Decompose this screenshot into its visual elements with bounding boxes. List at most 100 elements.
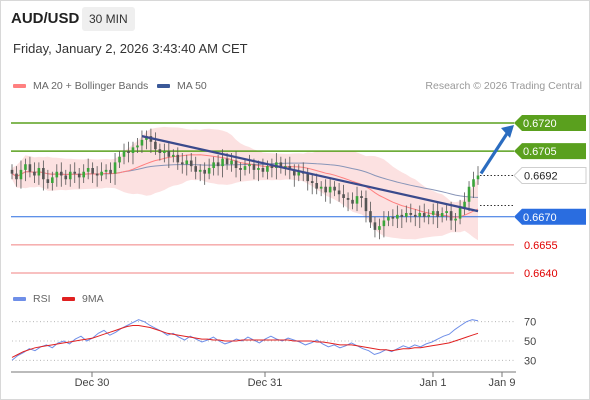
ma20-swatch	[13, 84, 26, 88]
candle-body	[33, 171, 36, 176]
candle-body	[185, 160, 189, 165]
candle-body	[342, 194, 345, 198]
candle-body	[382, 220, 386, 227]
candle-body	[122, 151, 126, 157]
legend-rsi: RSI	[13, 293, 51, 305]
candle-body	[445, 211, 448, 213]
level-badge-0.6670	[514, 208, 586, 225]
candle-body	[91, 168, 94, 174]
candle-body	[369, 211, 372, 223]
candle-body	[337, 190, 341, 195]
candle-body	[55, 171, 59, 178]
candle-body	[319, 186, 323, 189]
candle-body	[207, 168, 211, 174]
candle-body	[104, 169, 108, 172]
candle-body	[261, 168, 265, 172]
legend-ma50-label: MA 50	[177, 80, 207, 92]
candle-body	[333, 186, 336, 191]
candle-body	[136, 145, 139, 148]
candle-body	[51, 177, 54, 183]
candle-body	[297, 171, 301, 176]
candle-body	[68, 171, 72, 180]
timeframe-badge[interactable]: 30 MIN	[82, 7, 135, 31]
candle-body	[351, 199, 354, 204]
level-label-0.6670: 0.6670	[523, 212, 557, 224]
research-credit: Research © 2026 Trading Central	[425, 80, 582, 92]
candle-body	[212, 162, 215, 168]
candle-body	[167, 151, 171, 157]
x-tick-label: Jan 1	[420, 377, 447, 389]
rsi-tick-30: 30	[524, 355, 536, 367]
candle-body	[310, 181, 314, 183]
candle-body	[279, 162, 283, 168]
x-tick-label: Dec 30	[75, 377, 110, 389]
candle-body	[436, 211, 439, 217]
candle-body	[77, 173, 81, 178]
rsi-ma-swatch	[62, 297, 75, 301]
symbol-title: AUD/USD	[11, 10, 80, 27]
candle-body	[364, 198, 368, 212]
candle-body	[82, 171, 85, 178]
candle-body	[378, 226, 381, 230]
candle-body	[163, 151, 166, 153]
candle-body	[180, 162, 184, 165]
level-badge-0.6705	[514, 143, 586, 160]
level-label-0.6705: 0.6705	[523, 146, 557, 158]
candle-body	[431, 211, 435, 215]
candle-body	[37, 168, 41, 176]
candle-body	[306, 173, 310, 182]
projection-arrow-shaft	[479, 131, 510, 175]
candle-body	[405, 213, 408, 217]
candle-body	[230, 160, 233, 165]
level-label-0.6655: 0.6655	[524, 240, 558, 252]
candle-body	[10, 169, 14, 174]
candle-body	[243, 166, 247, 170]
candle-body	[248, 164, 251, 167]
ma50-swatch	[157, 84, 170, 88]
candle-body	[360, 196, 363, 198]
candle-body	[454, 218, 457, 221]
candle-body	[15, 173, 18, 180]
candle-body	[131, 147, 135, 153]
candle-body	[449, 211, 453, 221]
timestamp: Friday, January 2, 2026 3:43:40 AM CET	[13, 41, 248, 56]
level-badge-0.6720	[514, 115, 586, 131]
candle-body	[463, 201, 466, 208]
legend-ma20: MA 20 + Bollinger Bands	[13, 80, 148, 92]
rsi-swatch	[13, 297, 26, 301]
candle-body	[234, 160, 238, 168]
candle-body	[427, 214, 431, 217]
candle-body	[59, 171, 63, 176]
projection-arrow-head	[501, 125, 514, 138]
candle-body	[239, 168, 242, 170]
candle-body	[109, 169, 112, 174]
candle-body	[458, 207, 462, 219]
x-tick-label: Jan 9	[489, 377, 516, 389]
trendline	[141, 135, 479, 213]
candle-body	[413, 214, 417, 217]
current-price-label: 0.6692	[524, 171, 558, 183]
candle-body	[315, 183, 318, 189]
rsi-tick-50: 50	[524, 336, 536, 348]
candle-body	[113, 162, 117, 174]
candle-body	[355, 196, 359, 204]
candle-body	[440, 213, 444, 217]
legend-rsi-ma-label: 9MA	[82, 293, 104, 305]
candle-body	[86, 168, 90, 172]
x-tick-label: Dec 31	[248, 377, 283, 389]
candle-body	[225, 158, 229, 165]
legend-rsi-label: RSI	[33, 293, 51, 305]
candle-body	[391, 216, 395, 219]
candle-body	[127, 151, 130, 153]
candle-body	[64, 175, 68, 180]
candle-body	[95, 173, 99, 176]
candle-body	[400, 214, 404, 217]
candle-body	[257, 168, 260, 170]
candle-body	[221, 158, 224, 167]
candle-body	[46, 179, 50, 183]
legend-ma20-label: MA 20 + Bollinger Bands	[33, 80, 149, 92]
candle-body	[270, 166, 274, 168]
candle-body	[252, 164, 256, 170]
candle-body	[19, 169, 23, 180]
